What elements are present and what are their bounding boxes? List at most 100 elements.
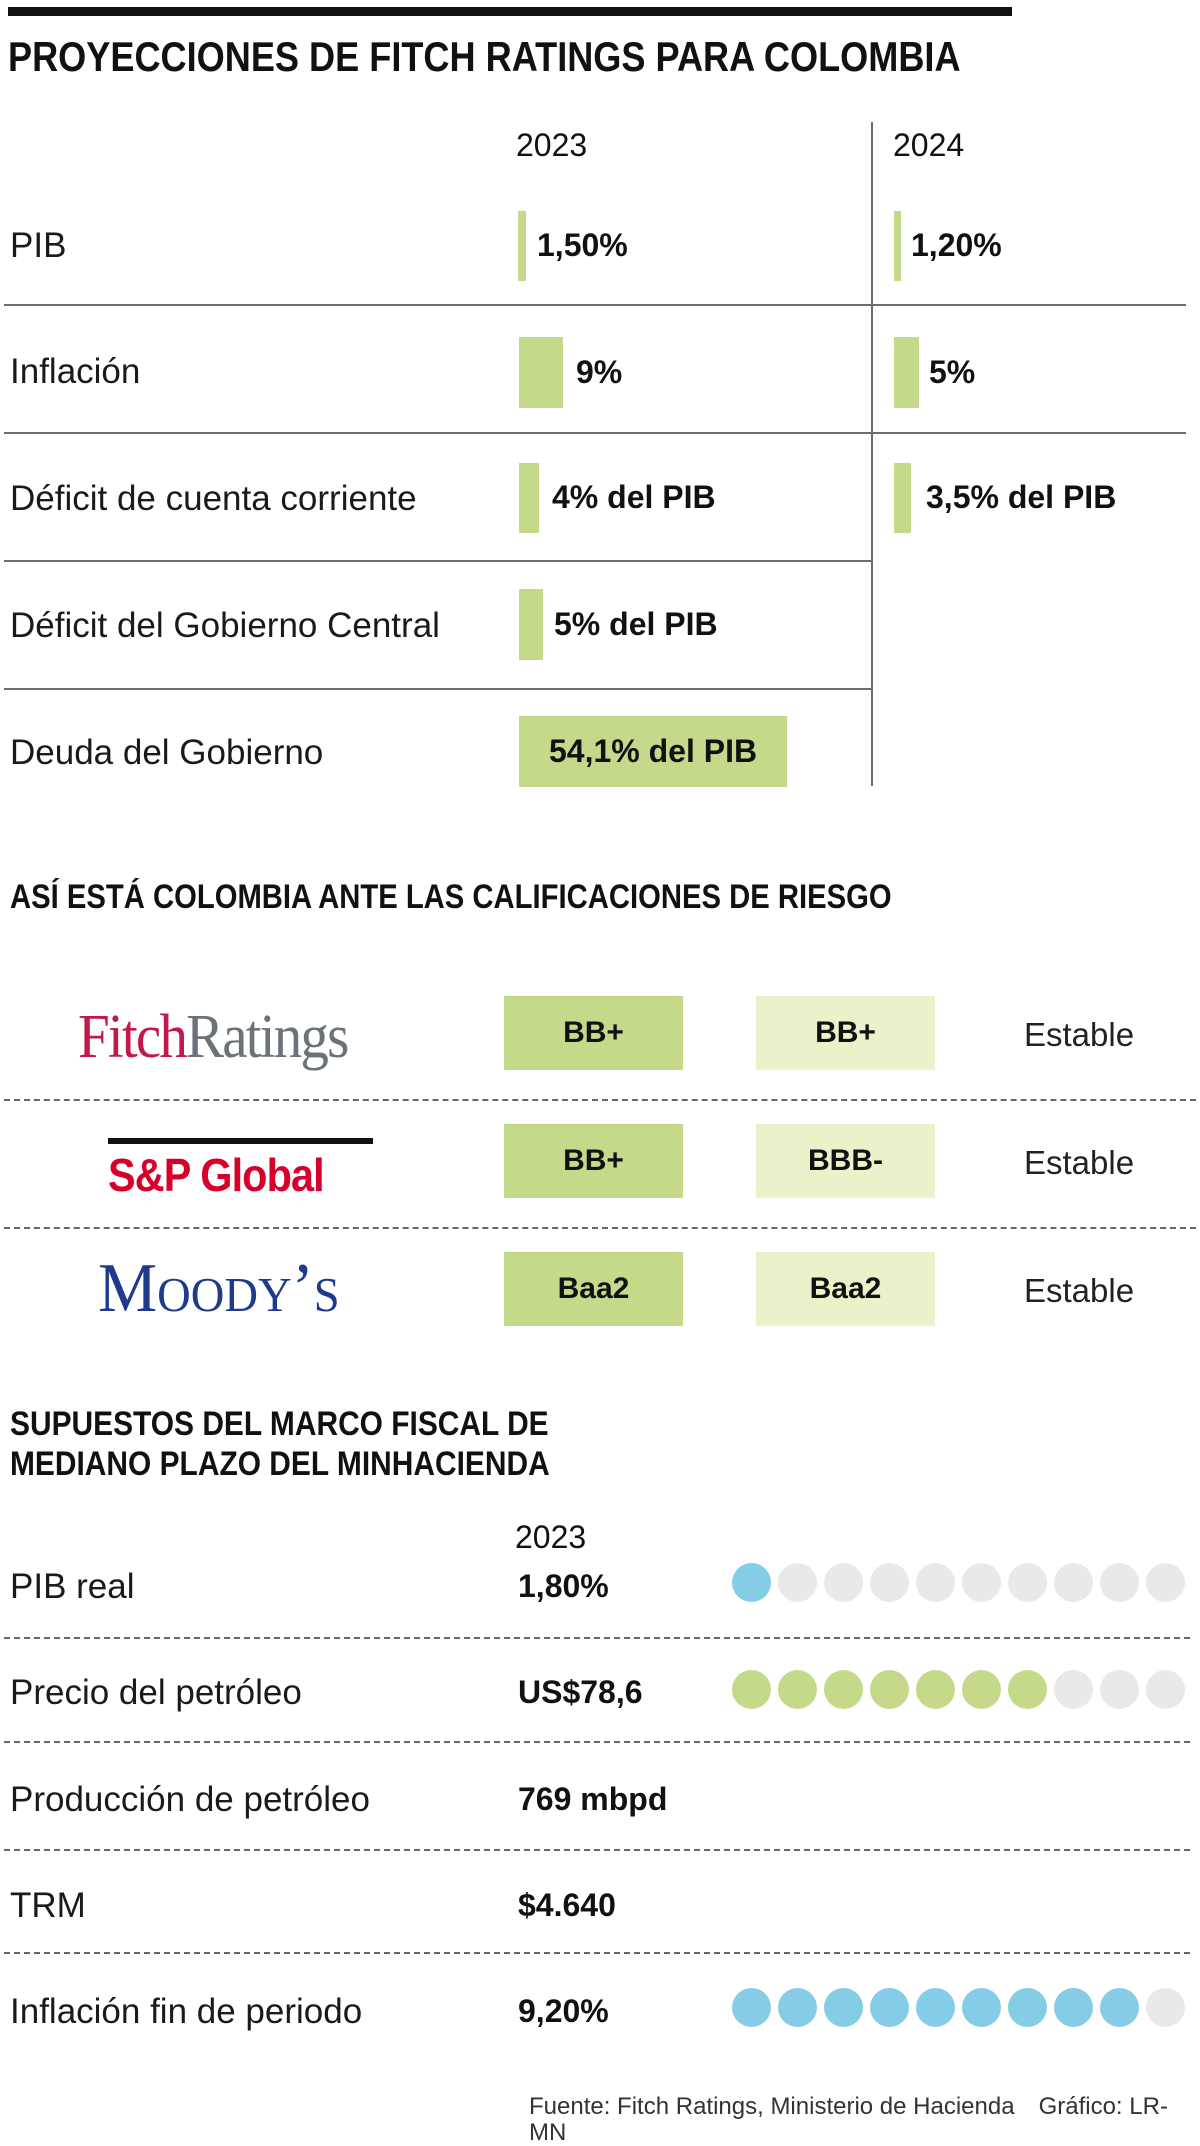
dot-empty <box>1100 1563 1139 1602</box>
dot-filled <box>962 1988 1001 2027</box>
dot-empty <box>1146 1563 1185 1602</box>
moodys-logo-text: Moody’s <box>98 1250 340 1327</box>
value-deuda-2023: 54,1% del PIB <box>549 733 758 769</box>
dot-filled <box>824 1988 863 2027</box>
rating-moodys-dark: Baa2 <box>504 1252 683 1326</box>
rating-fitch-light: BB+ <box>756 996 935 1070</box>
bar-pib-2023 <box>518 211 526 281</box>
rating-fitch-light-text: BB+ <box>815 1016 876 1049</box>
row-label-deficit-gobierno: Déficit del Gobierno Central <box>10 606 440 645</box>
outlook-sp: Estable <box>1024 1144 1135 1181</box>
outlook-moodys: Estable <box>1024 1272 1135 1309</box>
bar-pib-2024 <box>894 211 901 281</box>
rating-moodys-light-text: Baa2 <box>809 1272 882 1305</box>
row-divider <box>4 432 1186 434</box>
sp-global-logo-text: S&P Global <box>108 1149 325 1201</box>
rating-sp-dark: BB+ <box>504 1124 683 1198</box>
dot-empty <box>962 1563 1001 1602</box>
sp-logo-bar <box>108 1138 373 1144</box>
dot-empty <box>824 1563 863 1602</box>
bar-inflacion-2024 <box>894 337 919 408</box>
rating-fitch-dark-text: BB+ <box>563 1016 624 1049</box>
dot-empty <box>778 1563 817 1602</box>
value-pib-2024: 1,20% <box>911 227 1002 263</box>
row-divider <box>4 304 1186 306</box>
dot-filled <box>870 1988 909 2027</box>
dot-empty <box>1146 1988 1185 2027</box>
mfmp-value-inflacion-fin: 9,20% <box>518 1993 609 2029</box>
mfmp-value-produccion-petroleo: 769 mbpd <box>518 1781 668 1817</box>
row-divider <box>4 560 872 562</box>
year-header-2024: 2024 <box>893 127 965 163</box>
row-label-inflacion: Inflación <box>10 352 141 391</box>
value-deficit-gobierno-2023: 5% del PIB <box>554 606 718 642</box>
dot-filled <box>732 1670 771 1709</box>
mfmp-value-precio-petroleo: US$78,6 <box>518 1674 643 1710</box>
fitch-ratings-logo: FitchRatings <box>78 1006 371 1068</box>
footer-source: Fuente: Fitch Ratings, Ministerio de Hac… <box>529 2093 1015 2120</box>
rating-fitch-dark: BB+ <box>504 996 683 1070</box>
mfmp-label-precio-petroleo: Precio del petróleo <box>10 1673 302 1712</box>
fitch-logo-part2: Ratings <box>186 1003 349 1071</box>
rating-sp-light-text: BBB- <box>808 1144 883 1177</box>
sp-global-logo: S&P Global <box>108 1152 348 1198</box>
row-divider <box>4 688 872 690</box>
bar-deuda-2023 <box>519 716 787 787</box>
mfmp-label-pib-real: PIB real <box>10 1567 135 1606</box>
row-divider-dashed <box>4 1227 1196 1229</box>
row-divider-dashed <box>4 1099 1196 1101</box>
section1-title: PROYECCIONES DE FITCH RATINGS PARA COLOM… <box>8 36 1116 78</box>
dot-filled <box>1008 1670 1047 1709</box>
section2-title: ASÍ ESTÁ COLOMBIA ANTE LAS CALIFICACIONE… <box>10 880 1035 914</box>
value-deficit-cuenta-2024: 3,5% del PIB <box>926 479 1117 515</box>
year-header-2023-mfmp: 2023 <box>515 1519 587 1555</box>
dot-empty <box>870 1563 909 1602</box>
dot-empty <box>1054 1563 1093 1602</box>
dot-filled <box>916 1670 955 1709</box>
dot-filled <box>732 1563 771 1602</box>
row-divider-dashed <box>4 1849 1190 1851</box>
dot-filled <box>870 1670 909 1709</box>
section3-title-line2: MEDIANO PLAZO DEL MINHACIENDA <box>10 1445 550 1483</box>
dot-filled <box>778 1988 817 2027</box>
section2-title-text: ASÍ ESTÁ COLOMBIA ANTE LAS CALIFICACIONE… <box>10 878 892 916</box>
dot-empty <box>1100 1670 1139 1709</box>
fitch-logo-part1: Fitch <box>78 1003 188 1071</box>
rating-moodys-dark-text: Baa2 <box>557 1272 630 1305</box>
mfmp-label-inflacion-fin: Inflación fin de periodo <box>10 1992 363 2031</box>
dot-empty <box>916 1563 955 1602</box>
dot-filled <box>1100 1988 1139 2027</box>
dot-filled <box>1008 1988 1047 2027</box>
mfmp-label-trm: TRM <box>10 1886 86 1925</box>
dot-empty <box>1054 1670 1093 1709</box>
dot-filled <box>778 1670 817 1709</box>
bar-deficit-cuenta-2024 <box>894 463 911 533</box>
dot-filled <box>1054 1988 1093 2027</box>
mfmp-value-pib-real: 1,80% <box>518 1568 609 1604</box>
bar-deficit-gobierno-2023 <box>519 589 543 660</box>
row-label-deuda: Deuda del Gobierno <box>10 733 324 772</box>
value-inflacion-2023: 9% <box>576 354 623 390</box>
column-divider <box>871 122 873 786</box>
moodys-logo: Moody’s <box>98 1254 352 1324</box>
dot-filled <box>916 1988 955 2027</box>
row-divider-dashed <box>4 1741 1190 1743</box>
bar-inflacion-2023 <box>519 337 563 408</box>
section3-title: SUPUESTOS DEL MARCO FISCAL DE MEDIANO PL… <box>10 1404 623 1484</box>
value-inflacion-2024: 5% <box>929 354 976 390</box>
mfmp-value-trm: $4.640 <box>518 1887 616 1923</box>
row-label-pib: PIB <box>10 226 67 265</box>
value-pib-2023: 1,50% <box>537 227 628 263</box>
dot-filled <box>824 1670 863 1709</box>
rating-sp-dark-text: BB+ <box>563 1144 624 1177</box>
year-header-2023: 2023 <box>516 127 588 163</box>
row-divider-dashed <box>4 1952 1190 1954</box>
row-divider-dashed <box>4 1637 1190 1639</box>
rating-sp-light: BBB- <box>756 1124 935 1198</box>
dot-filled <box>962 1670 1001 1709</box>
section3-title-line1: SUPUESTOS DEL MARCO FISCAL DE <box>10 1405 549 1443</box>
value-deficit-cuenta-2023: 4% del PIB <box>552 479 716 515</box>
bar-deficit-cuenta-2023 <box>519 463 539 533</box>
footer: Fuente: Fitch Ratings, Ministerio de Hac… <box>529 2094 1200 2146</box>
top-rule <box>8 7 1012 16</box>
